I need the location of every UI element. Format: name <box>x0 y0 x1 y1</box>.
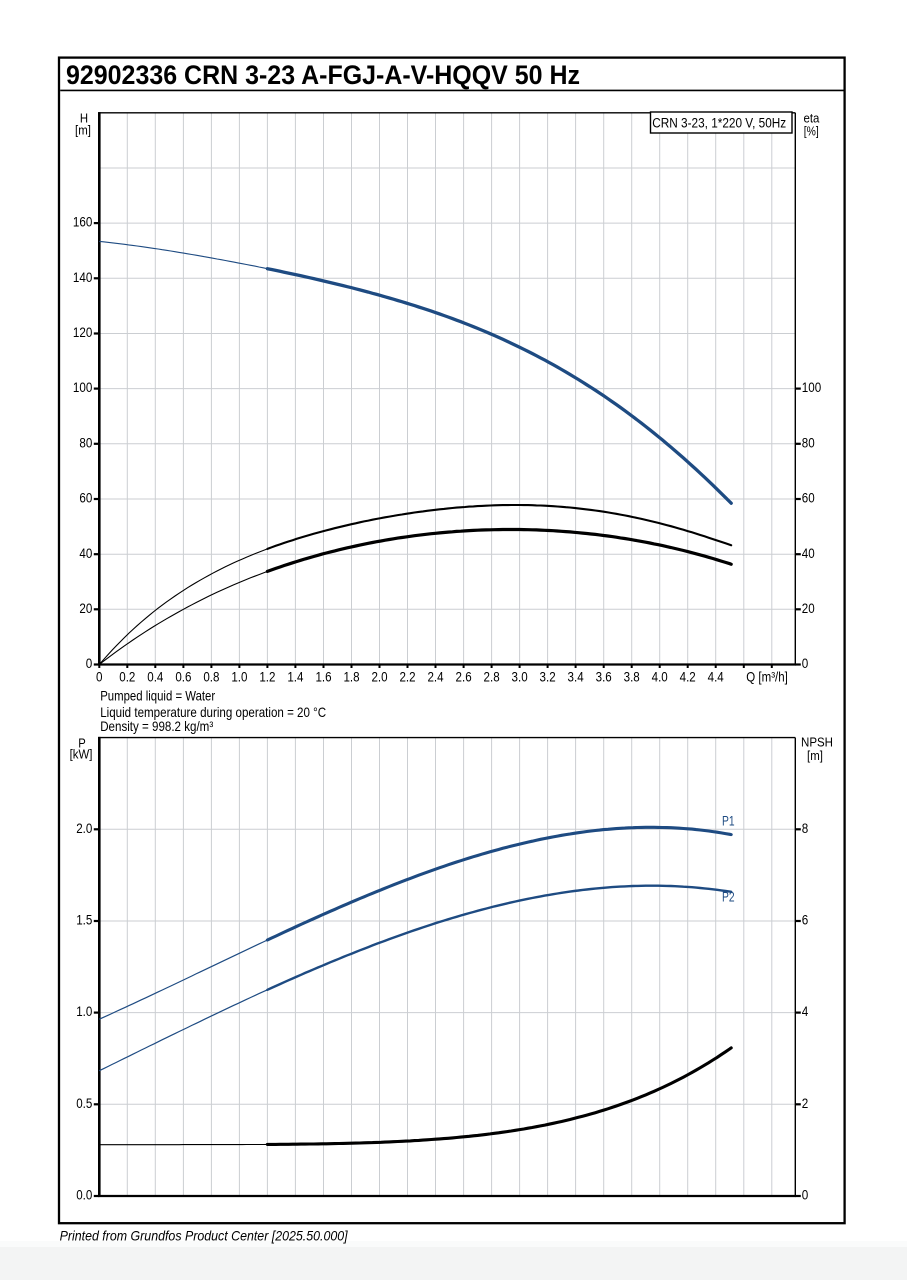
svg-text:120: 120 <box>73 325 92 340</box>
svg-text:[%]: [%] <box>804 123 819 138</box>
svg-text:2.2: 2.2 <box>399 669 415 684</box>
svg-text:0.0: 0.0 <box>76 1188 92 1203</box>
svg-text:2: 2 <box>802 1096 809 1111</box>
svg-text:[m]: [m] <box>807 748 823 763</box>
svg-text:80: 80 <box>79 435 92 450</box>
svg-text:160: 160 <box>73 215 92 230</box>
svg-text:92902336 CRN 3-23 A-FGJ-A-V-HQ: 92902336 CRN 3-23 A-FGJ-A-V-HQQV 50 Hz <box>66 60 580 90</box>
svg-text:80: 80 <box>802 435 815 450</box>
svg-text:0: 0 <box>96 669 103 684</box>
svg-text:0: 0 <box>802 1188 809 1203</box>
svg-text:Density = 998.2 kg/m³: Density = 998.2 kg/m³ <box>100 719 213 734</box>
svg-text:4.2: 4.2 <box>680 669 696 684</box>
svg-text:2.0: 2.0 <box>371 669 387 684</box>
svg-text:2.0: 2.0 <box>76 821 92 836</box>
svg-text:Pumped liquid = Water: Pumped liquid = Water <box>100 688 215 703</box>
svg-text:140: 140 <box>73 270 92 285</box>
svg-text:P2: P2 <box>722 889 735 905</box>
svg-text:1.2: 1.2 <box>259 669 275 684</box>
svg-text:[m]: [m] <box>75 123 91 138</box>
svg-text:NPSH: NPSH <box>801 735 833 750</box>
svg-text:20: 20 <box>79 601 92 616</box>
svg-text:3.4: 3.4 <box>568 669 585 684</box>
svg-text:100: 100 <box>73 380 92 395</box>
svg-text:20: 20 <box>802 601 815 616</box>
svg-text:Printed from Grundfos Product: Printed from Grundfos Product Center [20… <box>60 1228 349 1243</box>
svg-text:1.0: 1.0 <box>76 1004 92 1019</box>
svg-text:1.0: 1.0 <box>231 669 247 684</box>
svg-text:40: 40 <box>79 546 92 561</box>
svg-text:3.0: 3.0 <box>512 669 528 684</box>
svg-text:P: P <box>78 735 86 750</box>
svg-text:1.6: 1.6 <box>315 669 331 684</box>
svg-text:2.6: 2.6 <box>456 669 472 684</box>
svg-text:1.4: 1.4 <box>287 669 304 684</box>
svg-text:P1: P1 <box>722 813 735 829</box>
svg-text:0: 0 <box>86 656 93 671</box>
svg-text:0.5: 0.5 <box>76 1096 92 1111</box>
svg-text:0: 0 <box>802 656 809 671</box>
svg-text:100: 100 <box>802 380 821 395</box>
svg-text:2.8: 2.8 <box>484 669 500 684</box>
svg-text:2.4: 2.4 <box>427 669 444 684</box>
svg-text:1.8: 1.8 <box>343 669 359 684</box>
svg-text:3.8: 3.8 <box>624 669 640 684</box>
svg-text:CRN 3-23, 1*220 V, 50Hz: CRN 3-23, 1*220 V, 50Hz <box>652 115 786 130</box>
svg-text:0.6: 0.6 <box>175 669 191 684</box>
svg-text:H: H <box>80 110 88 125</box>
svg-text:40: 40 <box>802 546 815 561</box>
svg-text:0.4: 0.4 <box>147 669 164 684</box>
svg-text:0.2: 0.2 <box>119 669 135 684</box>
svg-text:4.0: 4.0 <box>652 669 668 684</box>
svg-text:3.2: 3.2 <box>540 669 556 684</box>
svg-text:4.4: 4.4 <box>708 669 725 684</box>
svg-text:0.8: 0.8 <box>203 669 219 684</box>
svg-text:Q [m³/h]: Q [m³/h] <box>746 669 788 684</box>
svg-text:eta: eta <box>804 111 820 126</box>
svg-text:Liquid temperature during oper: Liquid temperature during operation = 20… <box>100 705 326 720</box>
svg-text:8: 8 <box>802 821 809 836</box>
svg-text:60: 60 <box>802 491 815 506</box>
svg-text:4: 4 <box>802 1004 809 1019</box>
svg-text:6: 6 <box>802 913 809 928</box>
svg-text:3.6: 3.6 <box>596 669 612 684</box>
svg-text:60: 60 <box>79 491 92 506</box>
svg-text:1.5: 1.5 <box>76 913 92 928</box>
svg-text:[kW]: [kW] <box>70 747 93 762</box>
